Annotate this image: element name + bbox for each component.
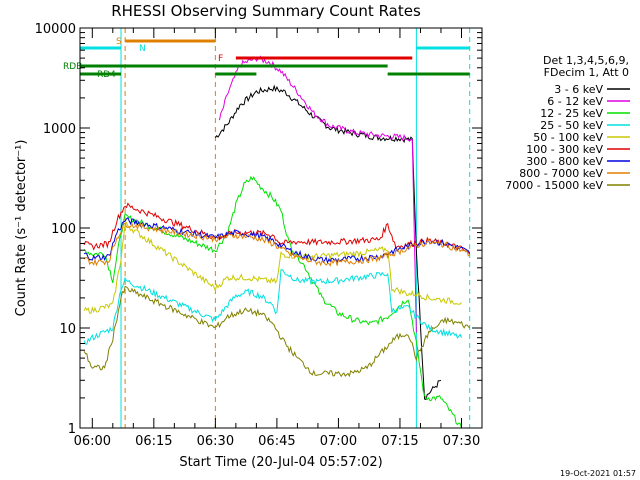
y-tick-label: 10000 <box>35 22 76 37</box>
status-label-n: N <box>139 44 146 54</box>
series-line-9 <box>83 285 471 378</box>
status-label-rdb: RDB <box>63 62 82 72</box>
series-line-8 <box>83 222 470 267</box>
footer-timestamp: 19-Oct-2021 01:57 <box>560 469 636 478</box>
vertical-markers <box>120 28 471 428</box>
series-line-5 <box>83 221 462 314</box>
status-label-s: S <box>116 37 122 47</box>
legend-label-3: 12 - 25 keV <box>540 107 603 120</box>
x-axis-label: Start Time (20-Jul-04 05:57:02) <box>179 455 382 470</box>
legend-label-5: 50 - 100 keV <box>533 131 603 144</box>
x-tick-label: 07:00 <box>320 434 357 449</box>
y-tick-label: 1000 <box>43 122 76 137</box>
legend-header-0: Det 1,3,4,5,6,9, <box>543 54 629 67</box>
series-line-6 <box>83 202 471 255</box>
x-tick-label: 06:00 <box>74 434 111 449</box>
series-line-7 <box>83 216 471 265</box>
y-axis-label: Count Rate (s⁻¹ detector⁻¹) <box>14 140 29 317</box>
x-tick-label: 06:45 <box>258 434 295 449</box>
axes: 1 10 100 1000 10000 06:00 06:15 06:30 06:45 07:00… <box>35 22 483 449</box>
y-tick-label: 10 <box>59 322 76 337</box>
legend-label-1: 3 - 6 keV <box>554 83 603 96</box>
legend-label-8: 800 - 7000 keV <box>519 167 603 180</box>
status-label-rd4: RD4 <box>97 70 116 80</box>
legend-label-6: 100 - 300 keV <box>526 143 603 156</box>
series-layer <box>83 55 471 429</box>
status-label-f: F <box>218 54 223 64</box>
x-tick-label: 07:30 <box>443 434 480 449</box>
legend-label-4: 25 - 50 keV <box>540 119 603 132</box>
y-tick-label: 100 <box>51 222 76 237</box>
legend-label-9: 7000 - 15000 keV <box>505 179 603 192</box>
chart-title: RHESSI Observing Summary Count Rates <box>111 2 421 20</box>
series-line-4 <box>83 269 462 345</box>
x-tick-label: 06:30 <box>197 434 234 449</box>
y-tick-label: 1 <box>68 422 76 437</box>
legend-label-2: 6 - 12 keV <box>547 95 603 108</box>
x-tick-label: 07:15 <box>381 434 418 449</box>
legend-header-1: FDecim 1, Att 0 <box>544 66 629 79</box>
legend: Det 1,3,4,5,6,9,FDecim 1, Att 0 3 - 6 keV… <box>505 54 630 192</box>
x-tick-label: 06:15 <box>135 434 172 449</box>
series-line-2 <box>219 55 417 333</box>
status-bars: S N F RDB RD4 <box>63 37 470 80</box>
series-line-1 <box>214 84 442 400</box>
legend-label-7: 300 - 800 keV <box>526 155 603 168</box>
